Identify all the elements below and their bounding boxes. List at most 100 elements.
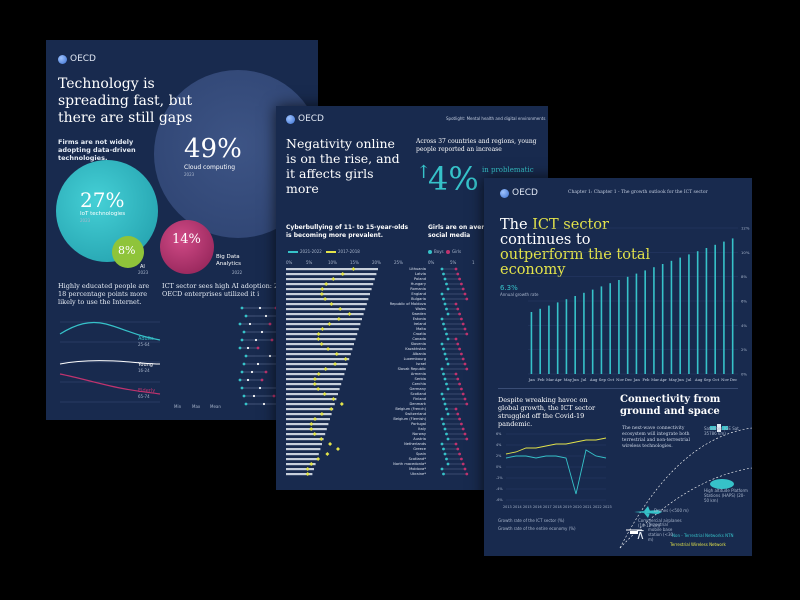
covid-text: Despite wreaking havoc on global growth,… (498, 396, 596, 428)
bar-2021 (286, 303, 367, 306)
year-label: 2018 (553, 505, 562, 509)
y-tick: 4% (741, 323, 747, 328)
ict-growth-bar (714, 244, 716, 374)
country-label: Denmark (409, 401, 426, 406)
marker-2017 (316, 332, 321, 336)
marker-2017 (331, 397, 336, 401)
year-label: 2016 (533, 505, 542, 509)
ict-growth-bar (670, 260, 673, 374)
stat-intro: Across 37 countries and regions, young p… (416, 138, 537, 153)
oecd-globe-icon (286, 114, 295, 124)
ict-growth-bar (653, 267, 655, 374)
orbit-label-satellite: Satellites (GE Sat 35786 km) (704, 426, 739, 436)
line-label-adults: Adults (138, 336, 154, 342)
ict-growth-bar (565, 299, 568, 374)
boys-dot (446, 362, 450, 366)
mean-dot (258, 306, 262, 310)
bubble-bigdata-year: 2022 (232, 270, 243, 275)
country-label: Estonia (412, 316, 426, 321)
section-divider (498, 388, 738, 389)
legend-economy-growth: Growth rate of the entire economy (%) (498, 526, 576, 531)
country-label: Austria (413, 436, 426, 441)
month-label: Dec (730, 377, 737, 382)
legend-max: Max (192, 404, 201, 409)
boys-dot (446, 287, 450, 291)
min-dot (240, 306, 244, 310)
legend-2017-swatch (326, 251, 336, 253)
month-label: Sep (704, 377, 712, 382)
month-label: Aug (589, 377, 598, 382)
country-label: Romania (410, 286, 426, 291)
min-dot (244, 354, 248, 358)
y-tick: -2% (496, 476, 503, 480)
min-dot (242, 362, 246, 366)
mean-dot (248, 322, 252, 326)
y-tick: 10% (741, 250, 750, 255)
girls-dot (465, 437, 469, 441)
marker-2017 (347, 312, 352, 316)
adults-line (59, 321, 161, 341)
haps-balloon-icon (710, 479, 734, 489)
marker-2017 (320, 287, 325, 291)
orbit-arc-outer (619, 427, 752, 549)
bubble-ai-label: AI (140, 264, 145, 270)
axis-tick-right: 1 (472, 260, 475, 265)
min-dot (242, 394, 246, 398)
ict-growth-bar (696, 251, 699, 374)
marker-2017 (316, 387, 321, 391)
chapter-header: Chapter 1: Chapter 1 - The growth outloo… (568, 190, 708, 195)
girls-dot (460, 282, 463, 286)
year-label: 2021 (583, 505, 592, 509)
bar-2021 (286, 298, 369, 301)
bar-2021 (286, 473, 313, 476)
title-highlight: outperform the total (500, 247, 651, 263)
page-title: The ICT sector continues to outperform t… (500, 217, 651, 278)
country-label: Greece (413, 446, 426, 451)
country-label: Netherlands (404, 441, 426, 446)
month-label: Nov (616, 377, 625, 382)
boys-dot (440, 392, 444, 396)
girls-dot (456, 342, 460, 346)
girls-dot (454, 372, 458, 376)
tn-label: Terrestrial Wireless Network (670, 542, 726, 547)
girls-dot (454, 407, 458, 411)
mean-dot (256, 362, 260, 366)
country-label: Croatia (413, 331, 426, 336)
ict-growth-bar (723, 241, 725, 374)
year-label: 2013 (503, 505, 512, 509)
marker-2017 (331, 277, 336, 281)
connectivity-title: Connectivity from ground and space (620, 394, 721, 417)
boys-dot (445, 357, 448, 361)
boys-dot (442, 397, 445, 401)
bar-2021 (286, 273, 377, 276)
legend-ict-growth: Growth rate of the ICT sector (%) (498, 518, 565, 523)
page-ict-sector: OECD Chapter 1: Chapter 1 - The growth o… (484, 178, 752, 556)
marker-2017 (333, 362, 338, 366)
boys-dot (445, 332, 448, 336)
ict-growth-bar (600, 286, 603, 374)
growth-note: Annual growth rate (500, 292, 539, 297)
bar-2021 (286, 453, 319, 456)
month-label: Mar (651, 377, 659, 382)
bar-2021 (286, 433, 326, 436)
girls-dot (460, 422, 463, 426)
boys-dot (446, 412, 450, 416)
legend-girls-dot (446, 250, 450, 254)
country-label: Ireland (413, 321, 426, 326)
bar-2021 (286, 358, 350, 361)
axis-tick-right: 5% (450, 260, 457, 265)
country-label: Luxembourg (403, 356, 426, 361)
country-label: Malta (416, 326, 426, 331)
marker-2017 (329, 302, 334, 306)
min-dot (240, 370, 244, 374)
orbit-label-haps: High altitude Platform Stations (HAPS) (… (704, 488, 748, 503)
month-label: Oct (607, 377, 614, 382)
y-tick: 8% (741, 274, 747, 279)
bar-2021 (286, 333, 358, 336)
girls-dot (461, 427, 465, 431)
base-station-icon: ⊼ (636, 528, 645, 542)
boys-dot (442, 447, 445, 451)
page-subtitle: Firms are not widely adopting data-drive… (58, 138, 136, 162)
marker-2017 (338, 307, 343, 311)
y-tick: 12% (741, 226, 750, 231)
